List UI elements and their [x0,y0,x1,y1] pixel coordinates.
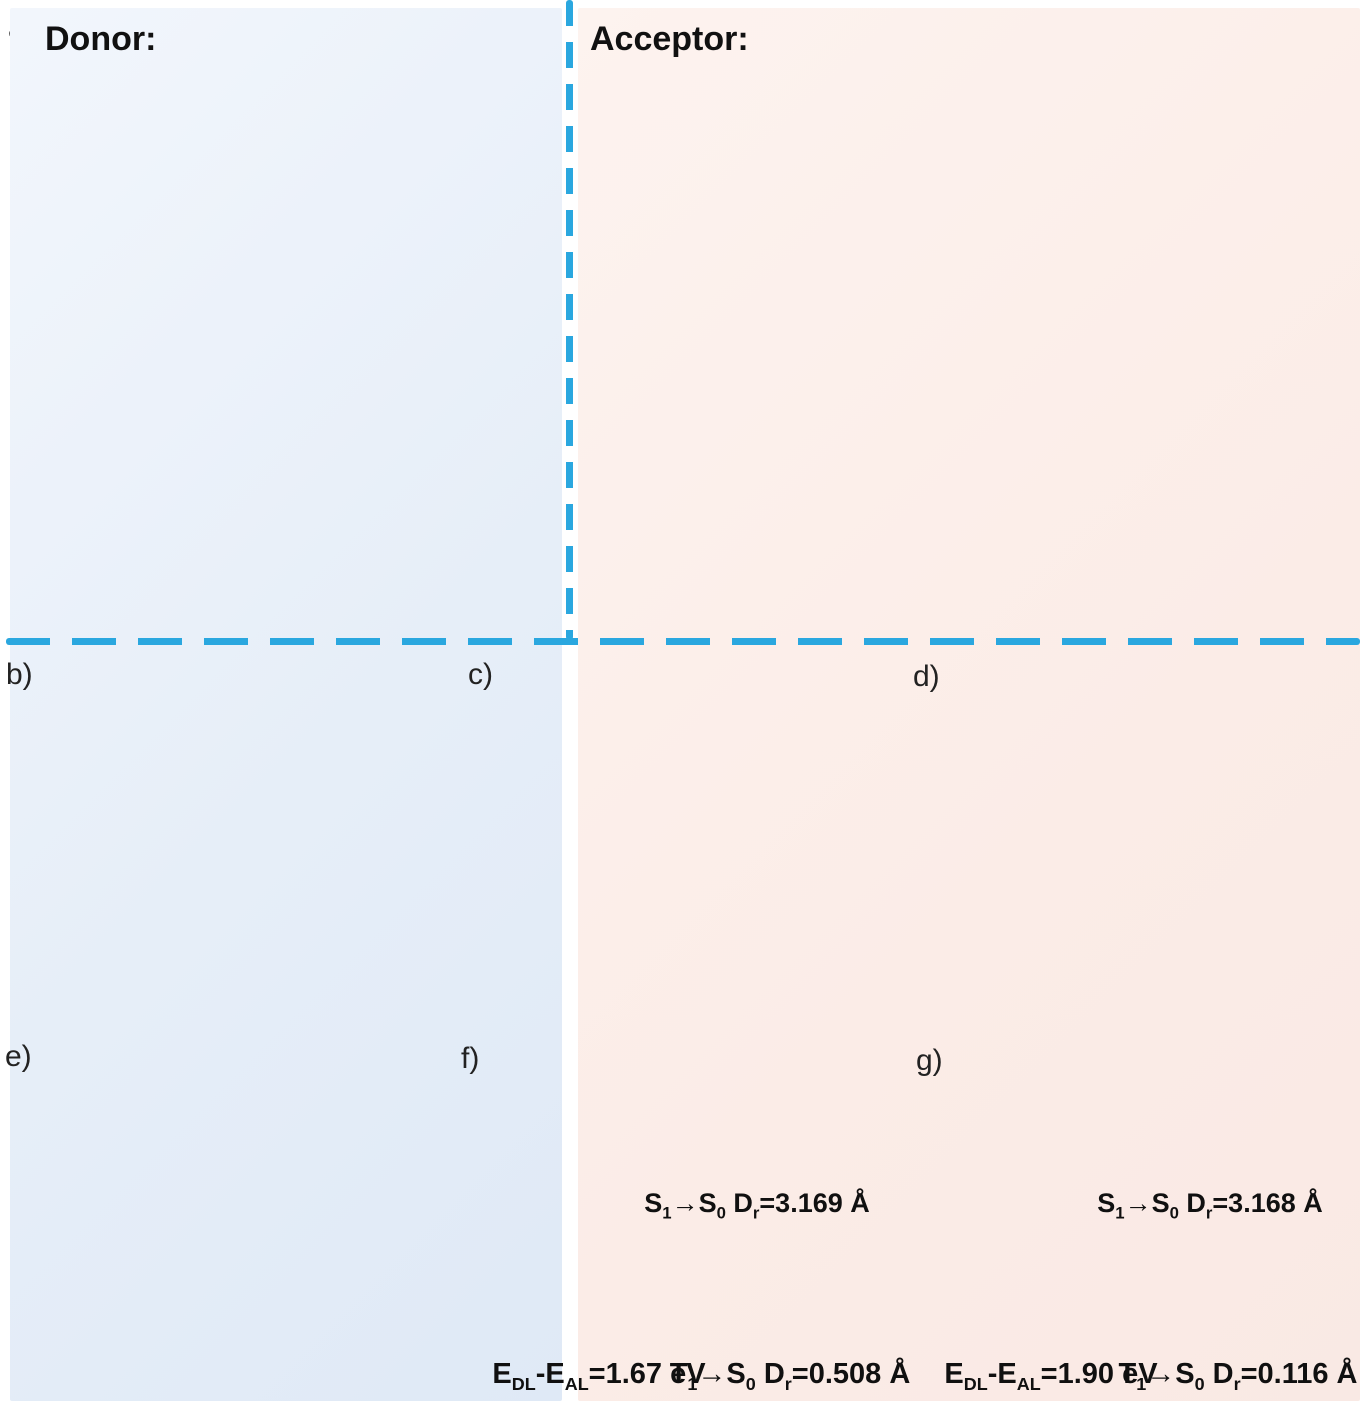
panel-label-c: c) [468,658,493,691]
g-energy-level-diagram [920,1238,1090,1378]
panel-label-f: f) [461,1042,480,1075]
dr-vs-edl-eal-scatter-chart-d [900,655,1367,1050]
panel-label-e: e) [5,1040,32,1073]
f-s1-caption: S1→S0 Dr=3.169 Å [644,1188,870,1223]
f-s1-hole-orbital-image [633,1056,785,1184]
panel-label-d: d) [913,660,940,693]
donor-section: Donor: [10,8,562,1401]
g-s1-caption: S1→S0 Dr=3.168 Å [1097,1188,1323,1223]
g-donor-acceptor-dimer-image [933,1072,1103,1187]
g-t1-hole-orbital-image [1095,1228,1245,1350]
g-s1-hole-orbital-image [1088,1056,1240,1184]
donor-acceptor-divider-dashed-line [566,0,573,640]
f-t1-hole-orbital-image [640,1228,790,1350]
f-t1-caption: T1→S0 Dr=0.508 Å [669,1358,911,1394]
f-edl-eal-caption: EDL-EAL=1.67 eV [492,1358,706,1394]
f-t1-particle-orbital-image [792,1228,940,1350]
panel-label-g: g) [916,1044,943,1077]
dr-vs-edl-eal-scatter-chart-c [460,655,905,1050]
g-t1-particle-orbital-image [1240,1228,1367,1350]
panel-a-bottom-dashed-line [6,638,1360,645]
triplet-energy-scatter-chart [0,655,460,1050]
acceptor-section: Acceptor: [578,8,1360,1401]
g-s1-particle-orbital-image [1228,1062,1366,1182]
acceptor-heading: Acceptor: [590,20,749,58]
f-energy-level-diagram [462,1220,632,1370]
f-s1-particle-orbital-image [790,1062,930,1182]
donor-heading: Donor: [45,20,157,58]
lifetime-bar-chart [0,1020,460,1401]
f-donor-acceptor-dimer-image [478,1072,648,1187]
panel-label-b: b) [6,658,33,691]
g-t1-caption: T1→S0 Dr=0.116 Å [1118,1358,1358,1394]
g-edl-eal-caption: EDL-EAL=1.90 eV [944,1358,1158,1394]
